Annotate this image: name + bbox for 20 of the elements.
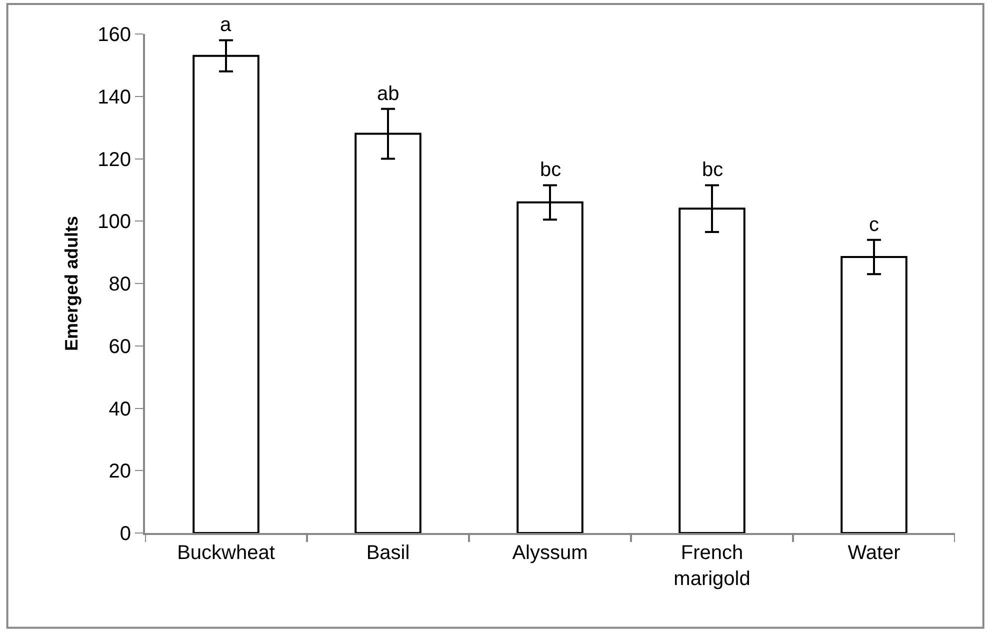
x-tick-label: Water [848, 542, 901, 564]
annotation: bc [702, 159, 724, 181]
y-tick-label: 140 [98, 86, 131, 108]
y-tick-label: 0 [120, 523, 131, 545]
y-axis-title: Emerged adults [61, 216, 82, 352]
annotation: bc [540, 159, 562, 181]
annotation: ab [377, 83, 400, 105]
y-tick-label: 20 [108, 460, 131, 483]
y-tick-label: 160 [98, 24, 131, 46]
y-tick-label: 120 [98, 148, 131, 171]
x-tick-label: Basil [366, 542, 410, 564]
y-tick-label: 40 [108, 398, 131, 420]
x-tick-label: Alyssum [512, 542, 588, 564]
annotation: a [220, 14, 232, 36]
y-tick-label: 60 [108, 336, 131, 358]
annotation: c [869, 214, 879, 236]
y-tick-label: 80 [108, 274, 131, 296]
y-tick-label: 100 [98, 211, 131, 234]
x-tick-label: Buckwheat [177, 542, 276, 564]
x-tick-label: French marigold [674, 542, 750, 590]
